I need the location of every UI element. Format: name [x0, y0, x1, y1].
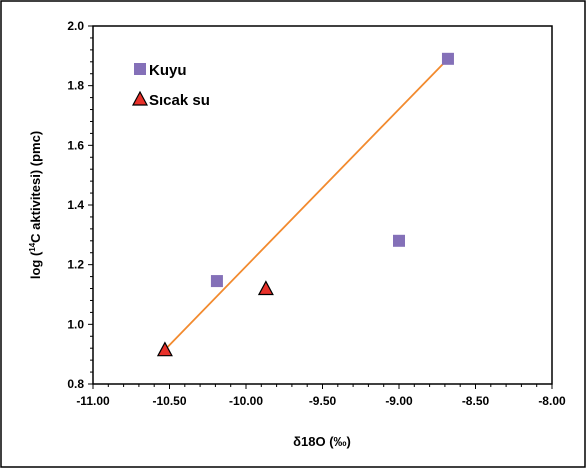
axis-layer: -11.00 -10.50 -10.00 -9.50 -9.00 -8.50 -8.00 0.…: [67, 19, 566, 408]
data-point-square: [441, 52, 454, 65]
x-tick-label: -9.00: [385, 394, 413, 408]
y-tick-label: 1.8: [67, 79, 84, 93]
trendline-layer: [164, 58, 449, 351]
y-tick-label: 1.4: [67, 198, 84, 212]
y-tick-label: 1.6: [67, 138, 84, 152]
legend-marker-triangle: [131, 90, 149, 106]
data-point-triangle: [257, 280, 274, 296]
legend: Kuyu Sıcak su: [131, 62, 210, 109]
y-tick-label: 1.0: [67, 317, 84, 331]
y-axis-label: log (14C aktivitesi) (pmc): [28, 131, 43, 279]
y-tick-label: 0.8: [67, 377, 84, 391]
x-tick-label: -11.00: [76, 394, 110, 408]
y-axis-label-superscript: 14: [28, 242, 37, 251]
points-layer: [156, 52, 454, 357]
legend-marker-square: [134, 63, 146, 75]
x-tick-label: -9.50: [309, 394, 337, 408]
x-tick-label: -10.50: [152, 394, 186, 408]
y-axis-label-pre: log (: [28, 251, 43, 279]
data-point-triangle: [156, 341, 173, 357]
data-point-square: [393, 234, 405, 247]
x-tick-label: -10.00: [229, 394, 263, 408]
legend-label: Kuyu: [149, 62, 187, 79]
x-tick-label: -8.50: [462, 394, 490, 408]
y-axis-label-post: C aktivitesi) (pmc): [28, 131, 43, 243]
data-point-square: [210, 275, 223, 288]
y-tick-label: 2.0: [67, 19, 84, 33]
plot-area: [92, 25, 553, 385]
x-axis-label: δ18O (‰): [293, 434, 351, 449]
x-tick-label: -8.00: [538, 394, 566, 408]
y-tick-label: 1.2: [67, 258, 84, 272]
trendline: [164, 58, 449, 351]
legend-label: Sıcak su: [149, 92, 210, 109]
